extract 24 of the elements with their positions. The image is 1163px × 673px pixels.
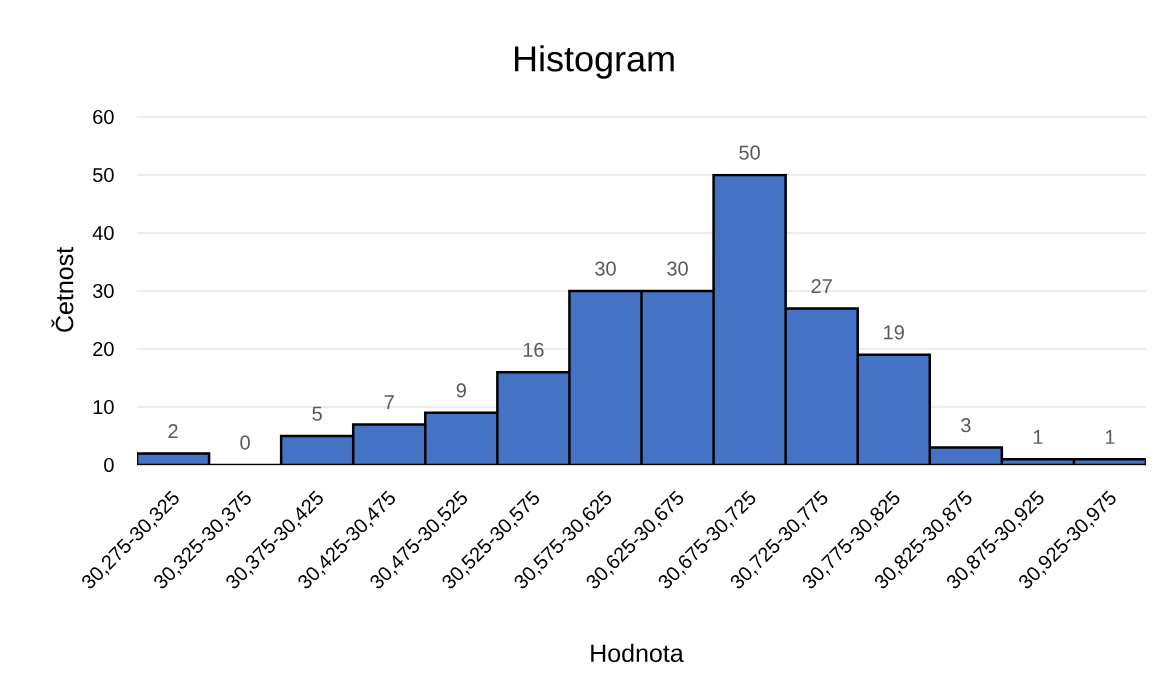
y-tick-label: 50	[93, 167, 114, 183]
y-tick-label: 60	[93, 109, 114, 125]
chart-title: Histogram	[515, 45, 674, 79]
data-label: 27	[811, 279, 832, 294]
data-label: 1	[1105, 430, 1115, 444]
y-axis-title: Četnost	[51, 247, 74, 332]
x-axis-title: Hodnota	[591, 643, 684, 663]
data-label: 7	[384, 395, 394, 410]
y-tick-label: 10	[93, 399, 114, 415]
data-label: 0	[240, 435, 250, 450]
y-tick-label: 0	[104, 457, 114, 473]
data-label: 2	[168, 424, 178, 439]
data-label: 9	[456, 383, 466, 398]
y-tick-label: 30	[92, 283, 114, 299]
data-label: 16	[523, 342, 544, 357]
y-tick-label: 20	[93, 341, 114, 357]
data-label: 19	[884, 325, 904, 340]
data-label: 50	[739, 145, 760, 160]
data-label: 30	[595, 261, 616, 276]
data-label: 3	[961, 418, 971, 433]
data-label: 5	[312, 406, 322, 421]
y-tick-label: 40	[92, 225, 114, 241]
data-label: 1	[1033, 430, 1043, 444]
data-label: 30	[667, 261, 688, 276]
